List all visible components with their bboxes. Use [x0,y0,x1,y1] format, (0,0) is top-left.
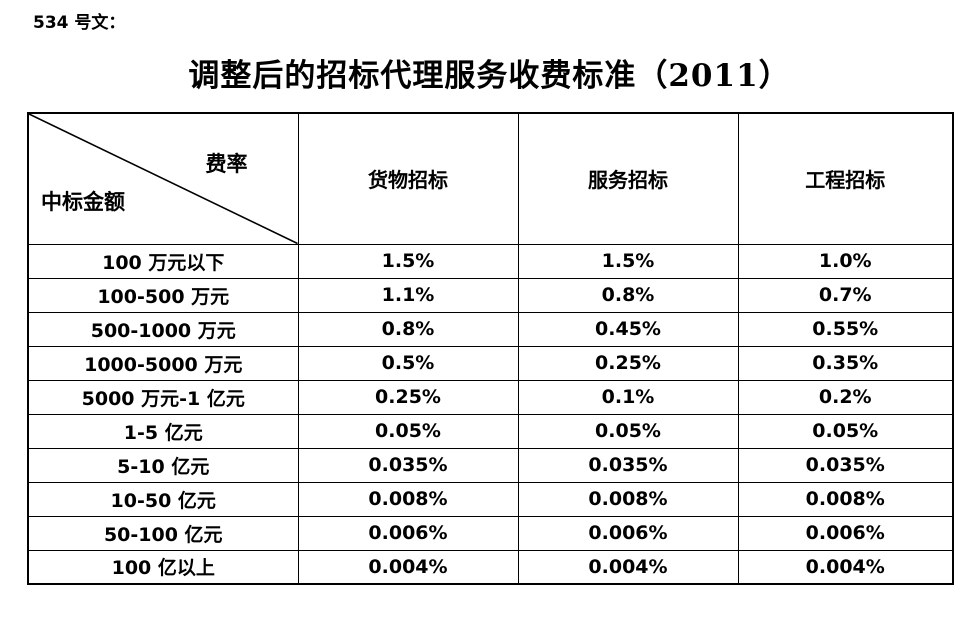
fee-cell: 1.5% [297,243,519,279]
fee-cell: 0.35% [737,345,954,381]
row-label: 10-50 亿元 [27,481,299,517]
table-row: 1000-5000 万元 0.5% 0.25% 0.35% [27,345,954,381]
row-label: 50-100 亿元 [27,515,299,551]
page-title: 调整后的招标代理服务收费标准（2011） [188,58,791,94]
row-label: 1-5 亿元 [27,413,299,449]
fee-cell: 0.006% [517,515,739,551]
fee-cell: 0.5% [297,345,519,381]
row-label: 100 万元以下 [27,243,299,279]
table-row: 100-500 万元 1.1% 0.8% 0.7% [27,277,954,313]
fee-cell: 0.008% [297,481,519,517]
corner-label-bid-amount: 中标金额 [41,189,125,214]
doc-number-label: 534 号文： [33,13,126,33]
fee-cell: 1.1% [297,277,519,313]
fee-cell: 0.035% [737,447,954,483]
column-header-goods-tender: 货物招标 [297,112,519,245]
corner-header-cell: 费率 中标金额 [27,112,299,245]
row-label: 100-500 万元 [27,277,299,313]
table-row: 5000 万元-1 亿元 0.25% 0.1% 0.2% [27,379,954,415]
fee-rate-table: 费率 中标金额 货物招标 服务招标 工程招标 100 万元以下 1.5% 1.5… [27,112,954,585]
row-label: 500-1000 万元 [27,311,299,347]
fee-cell: 0.55% [737,311,954,347]
fee-cell: 0.05% [737,413,954,449]
fee-cell: 0.006% [737,515,954,551]
row-label: 1000-5000 万元 [27,345,299,381]
fee-cell: 0.035% [517,447,739,483]
column-header-service-tender: 服务招标 [517,112,739,245]
row-label: 5000 万元-1 亿元 [27,379,299,415]
fee-cell: 0.25% [297,379,519,415]
table-row: 100 万元以下 1.5% 1.5% 1.0% [27,243,954,279]
row-label: 5-10 亿元 [27,447,299,483]
column-header-engineering-tender: 工程招标 [737,112,954,245]
table-row: 50-100 亿元 0.006% 0.006% 0.006% [27,515,954,551]
corner-label-rate: 费率 [205,151,248,176]
fee-cell: 0.7% [737,277,954,313]
row-label: 100 亿以上 [27,549,299,585]
fee-cell: 0.2% [737,379,954,415]
fee-cell: 0.008% [737,481,954,517]
fee-cell: 0.004% [517,549,739,585]
fee-cell: 0.008% [517,481,739,517]
fee-cell: 0.004% [297,549,519,585]
fee-cell: 0.8% [297,311,519,347]
diagonal-divider-line [29,114,298,244]
fee-cell: 0.006% [297,515,519,551]
fee-cell: 0.1% [517,379,739,415]
fee-cell: 1.5% [517,243,739,279]
fee-cell: 0.45% [517,311,739,347]
fee-cell: 0.05% [297,413,519,449]
table-row: 5-10 亿元 0.035% 0.035% 0.035% [27,447,954,483]
table-row: 1-5 亿元 0.05% 0.05% 0.05% [27,413,954,449]
fee-cell: 0.25% [517,345,739,381]
fee-cell: 0.004% [737,549,954,585]
table-row: 100 亿以上 0.004% 0.004% 0.004% [27,549,954,585]
fee-cell: 1.0% [737,243,954,279]
fee-cell: 0.8% [517,277,739,313]
fee-cell: 0.035% [297,447,519,483]
header-row: 费率 中标金额 货物招标 服务招标 工程招标 [27,112,954,245]
table-row: 500-1000 万元 0.8% 0.45% 0.55% [27,311,954,347]
table-row: 10-50 亿元 0.008% 0.008% 0.008% [27,481,954,517]
fee-cell: 0.05% [517,413,739,449]
